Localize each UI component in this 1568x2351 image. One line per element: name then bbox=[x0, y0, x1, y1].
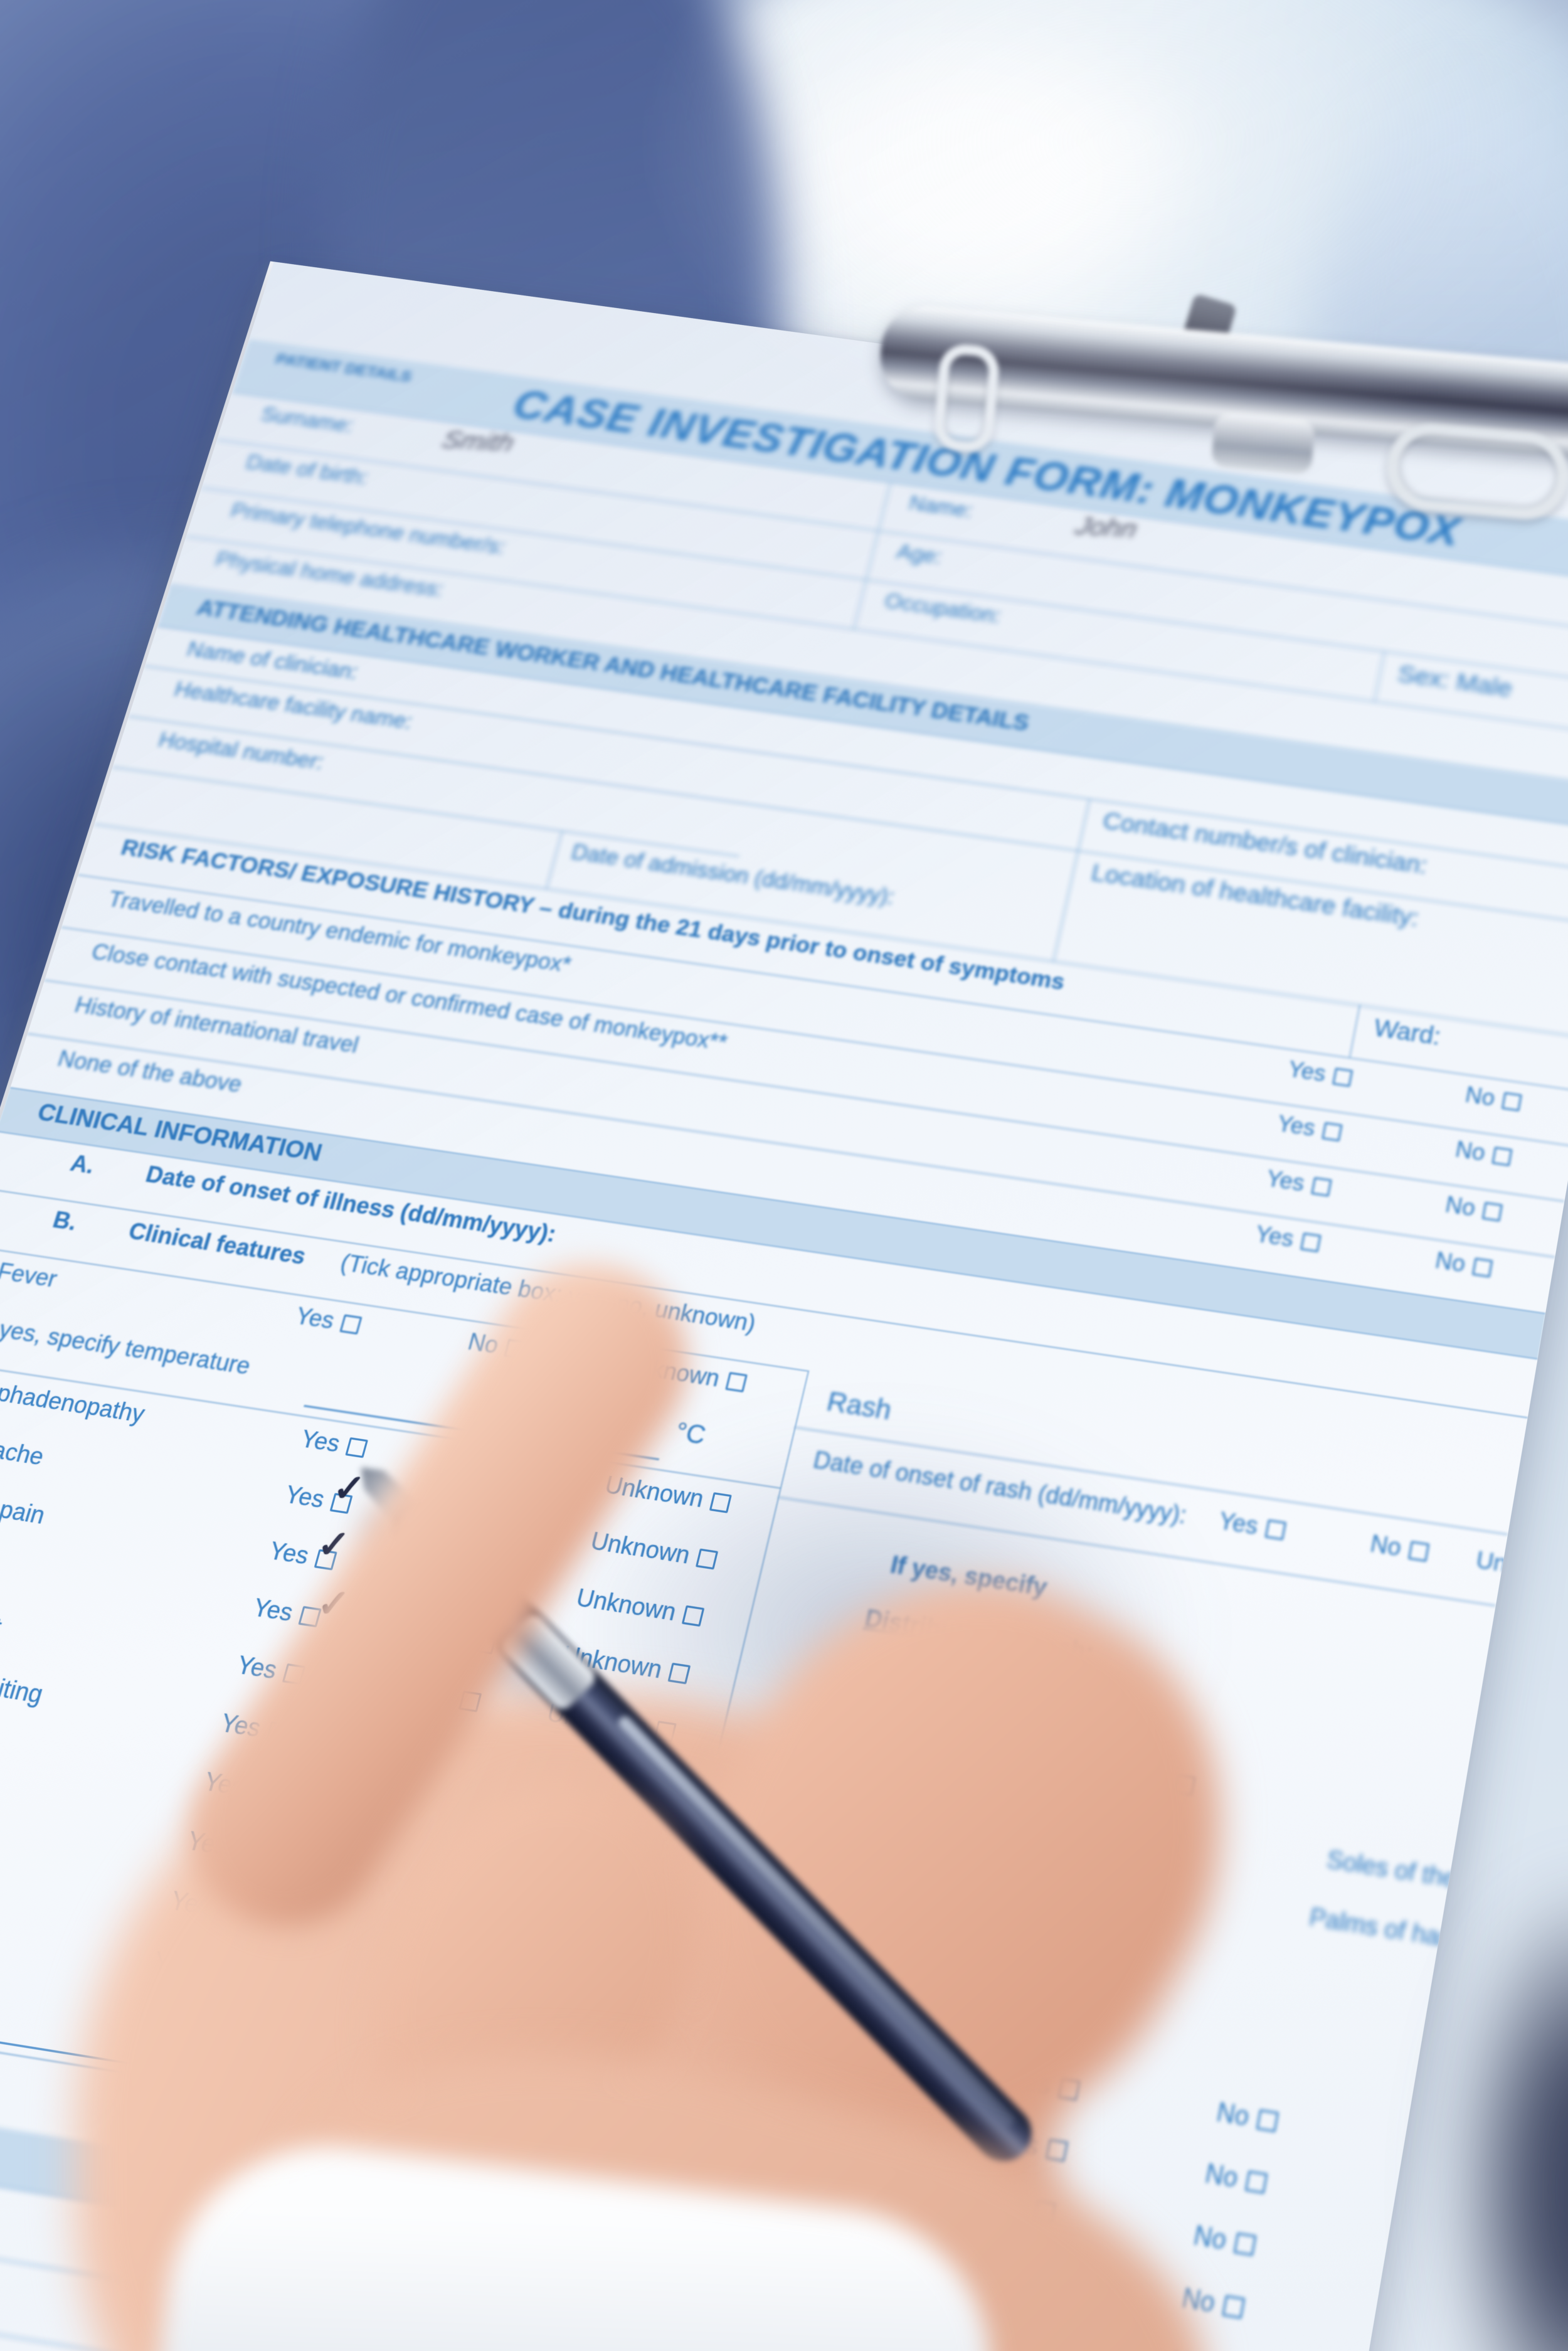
dark-corner-shadow bbox=[1449, 1876, 1568, 2351]
clip-lever bbox=[1210, 412, 1316, 475]
window-glow bbox=[721, 0, 1223, 351]
clip-hook bbox=[932, 342, 1001, 454]
clip-wire-loop bbox=[1383, 419, 1568, 523]
